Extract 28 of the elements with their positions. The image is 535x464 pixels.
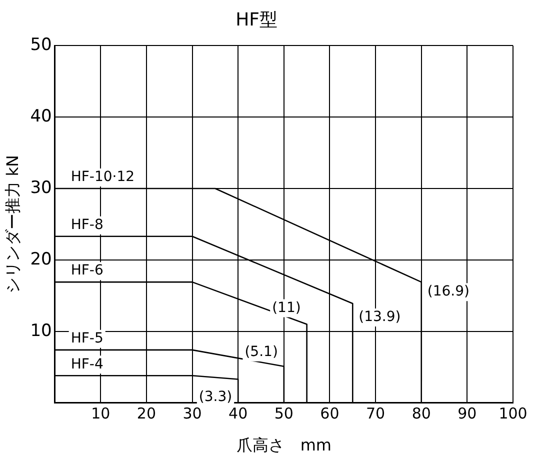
annotation: (16.9): [427, 284, 470, 300]
series-label: HF-8: [70, 216, 104, 233]
y-tick-label: 40: [30, 106, 52, 126]
x-tick-label: 80: [412, 404, 431, 423]
x-tick-label: 70: [366, 404, 386, 423]
annotation: (13.9): [358, 309, 401, 326]
x-tick-label: 20: [136, 404, 156, 423]
x-axis-title: 爪高さ mm: [236, 436, 332, 455]
y-axis-title: シリンダー推力 kN: [2, 155, 22, 294]
annotation: (3.3): [198, 388, 232, 405]
y-tick-label: 20: [30, 249, 52, 270]
x-tick-label: 90: [458, 404, 477, 423]
y-tick-label: 10: [30, 320, 52, 341]
x-tick-label: 50: [274, 404, 294, 423]
annotation: (11): [272, 300, 301, 316]
y-tick-label: 50: [30, 35, 52, 56]
y-tick-label: 30: [30, 178, 52, 198]
x-tick-label: 30: [182, 404, 202, 423]
series-label: HF-6: [70, 262, 104, 279]
x-tick-label: 10: [91, 404, 110, 423]
x-tick-label: 60: [320, 404, 340, 423]
chart-title: HF型: [236, 9, 278, 30]
series-label: HF-4: [70, 356, 104, 372]
series-label: HF-5: [70, 330, 104, 347]
x-tick-label: 40: [228, 404, 248, 423]
series-label: HF-10·12: [70, 169, 135, 186]
x-tick-label: 100: [498, 404, 528, 423]
annotation: (5.1): [244, 344, 278, 360]
